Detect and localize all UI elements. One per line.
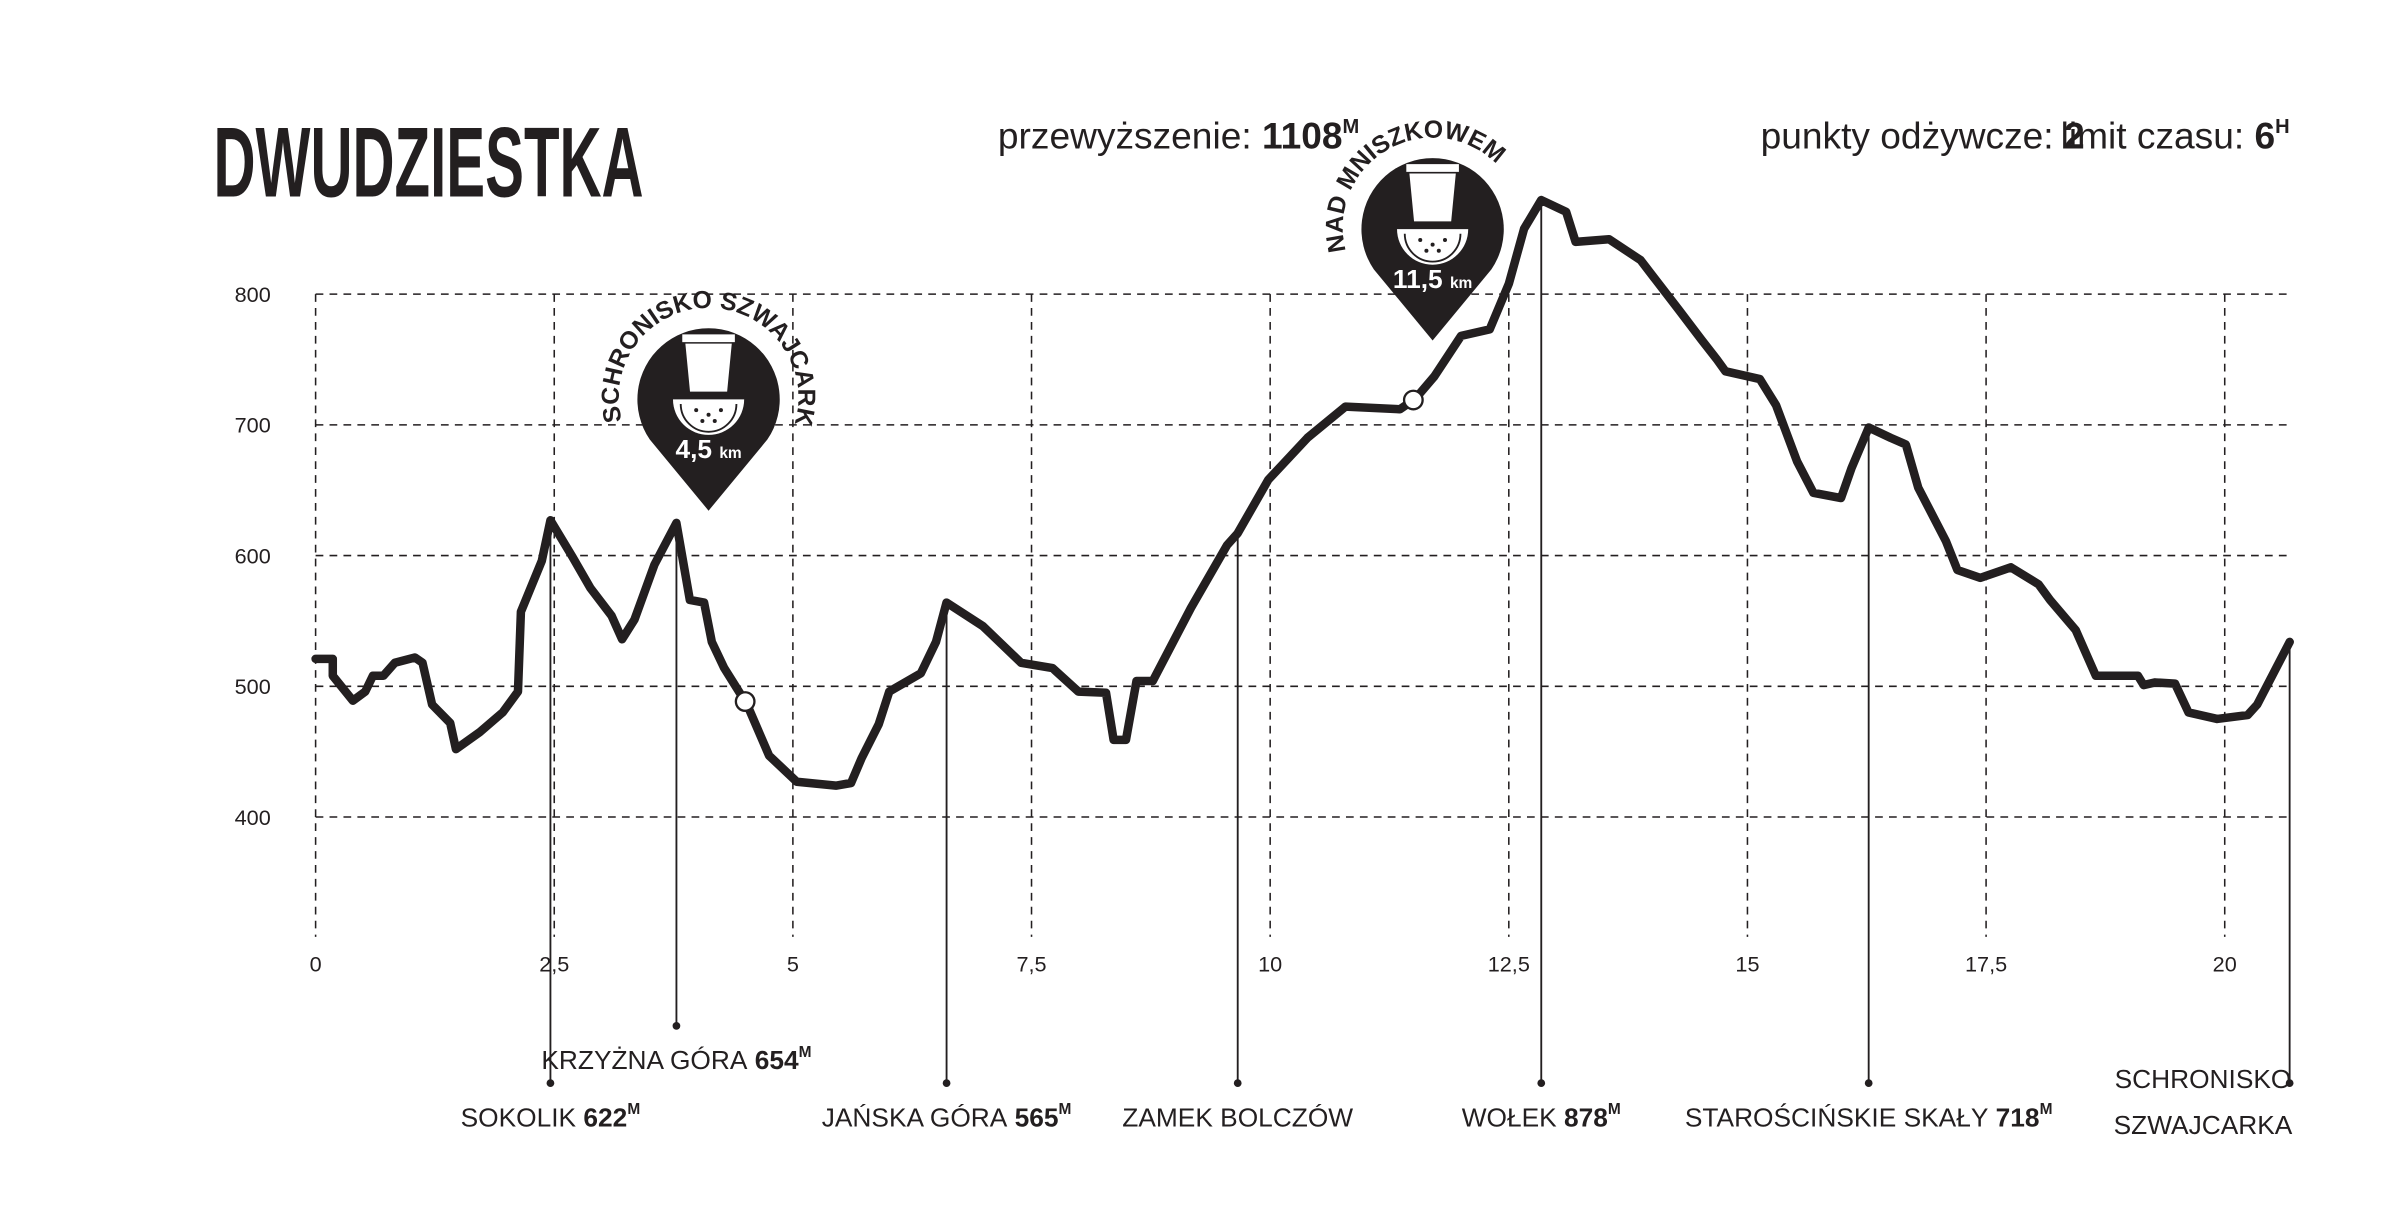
x-tick-label: 15 (1735, 952, 1759, 977)
landmark-dot (1233, 1079, 1242, 1088)
landmark-unit: M (627, 1101, 640, 1118)
melon-seed (1424, 248, 1429, 253)
landmark-name: SZWAJCARKA (2114, 1110, 2293, 1140)
x-tick-label: 12,5 (1488, 952, 1530, 977)
melon-inner (1403, 233, 1462, 263)
landmark-label: ZAMEK BOLCZÓW (1122, 1102, 1353, 1132)
landmark-label: SOKOLIK 622M (461, 1101, 641, 1132)
chart-title: DWUDZIESTKA (213, 107, 643, 218)
landmark-label: KRZYŻNA GÓRA 654M (541, 1044, 811, 1075)
stat-label: limit czasu: (2061, 115, 2245, 157)
distance-value: 11,5 (1393, 264, 1443, 294)
x-tick-label: 5 (787, 952, 799, 977)
stat-value: 2 (2064, 115, 2085, 157)
landmark-elevation: 654 (755, 1045, 799, 1075)
y-tick-label: 400 (235, 805, 271, 830)
landmark-elevation: 565 (1015, 1102, 1059, 1132)
x-tick-label: 17,5 (1965, 952, 2007, 977)
landmark-name: KRZYŻNA GÓRA (541, 1045, 747, 1075)
landmark-elevation: 878 (1564, 1102, 1608, 1132)
x-tick-label: 20 (2213, 952, 2237, 977)
stat-unit: M (1343, 116, 1360, 138)
landmark-dot (942, 1079, 951, 1088)
melon-seed (1436, 248, 1441, 253)
x-tick-label: 7,5 (1016, 952, 1046, 977)
landmark-dot (1537, 1079, 1546, 1088)
landmark-label: WOŁEK 878M (1462, 1101, 1621, 1132)
landmark-name: ZAMEK BOLCZÓW (1122, 1102, 1353, 1132)
landmark-label: JAŃSKA GÓRA 565M (822, 1101, 1072, 1132)
stat-label: punkty odżywcze: (1761, 115, 2054, 157)
x-tick-label: 2,5 (539, 952, 569, 977)
melon-seed (1442, 237, 1447, 242)
landmark-name: WOŁEK (1462, 1102, 1557, 1132)
stat-value: 6 (2255, 115, 2276, 157)
melon-seed (718, 408, 723, 413)
cup-icon (682, 334, 735, 392)
landmark-dot (546, 1079, 555, 1088)
landmark-unit: M (1059, 1101, 1072, 1118)
distance-unit: km (1450, 275, 1472, 292)
stat-unit: H (2275, 116, 2290, 138)
x-tick-label: 0 (310, 952, 322, 977)
x-tick-label: 10 (1258, 952, 1282, 977)
melon-seed (706, 412, 711, 417)
landmark-unit: M (799, 1044, 812, 1061)
stat-label: przewyższenie: (998, 115, 1252, 157)
landmark-unit: M (1608, 1101, 1621, 1118)
y-tick-label: 700 (235, 413, 271, 438)
y-tick-label: 800 (235, 282, 271, 307)
landmark-dot (672, 1022, 681, 1030)
melon-seed (712, 418, 717, 423)
stat: przewyższenie: 1108M (998, 115, 1359, 157)
melon-seed (700, 418, 705, 423)
melon-seed (1418, 237, 1423, 242)
stat-value: 1108 (1262, 115, 1343, 157)
landmark-name: STAROŚCIŃSKIE SKAŁY (1685, 1102, 1988, 1132)
melon-inner (679, 403, 738, 433)
y-tick-label: 500 (235, 674, 271, 699)
station-dot (1402, 389, 1424, 411)
stat: punkty odżywcze: 2 (1761, 115, 2085, 157)
station-distance: 11,5 km (1393, 264, 1472, 294)
landmark-label: STAROŚCIŃSKIE SKAŁY 718M (1685, 1101, 2053, 1132)
distance-unit: km (719, 445, 741, 462)
landmark-dot (2285, 1079, 2294, 1088)
landmark-name: SOKOLIK (461, 1102, 577, 1132)
melon-seed (1430, 242, 1435, 247)
stat: limit czasu: 6H (2061, 115, 2290, 157)
distance-value: 4,5 (675, 434, 712, 464)
y-tick-label: 600 (235, 543, 271, 568)
landmark-dot (1864, 1079, 1873, 1088)
melon-seed (694, 408, 699, 413)
landmark-unit: M (2040, 1101, 2053, 1118)
landmark-name: SCHRONISKO (2115, 1064, 2292, 1094)
landmark-name: JAŃSKA GÓRA (822, 1102, 1008, 1132)
landmark-elevation: 622 (583, 1102, 627, 1132)
cup-icon (1406, 164, 1459, 222)
station-distance: 4,5 km (675, 434, 741, 464)
landmark-elevation: 718 (1996, 1102, 2040, 1132)
elevation-line (311, 195, 2294, 790)
station-dot (734, 691, 756, 713)
